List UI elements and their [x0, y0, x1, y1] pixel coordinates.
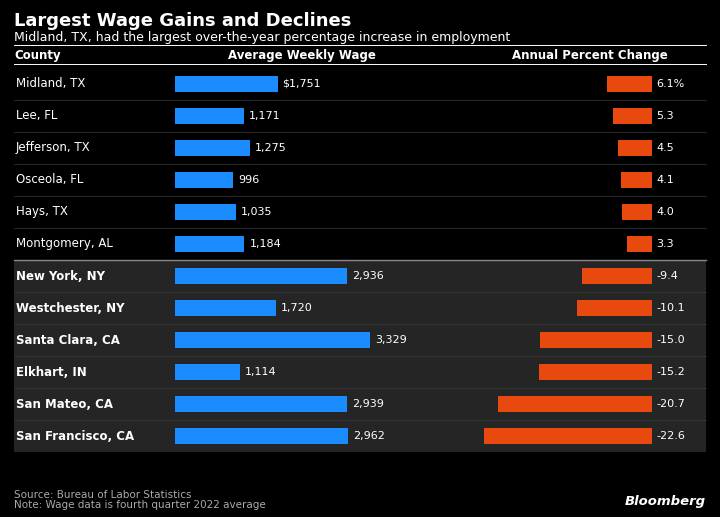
Bar: [14, 164, 706, 196]
Bar: [175, 300, 276, 316]
Text: 1,275: 1,275: [255, 143, 287, 153]
Bar: [175, 332, 370, 348]
Bar: [14, 228, 706, 260]
Bar: [175, 75, 277, 93]
Text: San Francisco, CA: San Francisco, CA: [16, 430, 134, 443]
Text: 3.3: 3.3: [656, 239, 674, 249]
Bar: [14, 292, 706, 324]
Bar: [175, 140, 250, 156]
Text: 1,720: 1,720: [281, 303, 312, 313]
Text: Santa Clara, CA: Santa Clara, CA: [16, 333, 120, 346]
Text: -20.7: -20.7: [656, 399, 685, 409]
Text: Westchester, NY: Westchester, NY: [16, 301, 125, 314]
Text: -15.0: -15.0: [656, 335, 685, 345]
Bar: [577, 300, 652, 316]
Text: $1,751: $1,751: [282, 79, 321, 89]
Bar: [484, 428, 652, 444]
Bar: [14, 196, 706, 228]
Bar: [175, 363, 240, 381]
Bar: [613, 108, 652, 124]
Text: New York, NY: New York, NY: [16, 269, 105, 282]
Text: San Mateo, CA: San Mateo, CA: [16, 398, 113, 410]
Bar: [14, 388, 706, 420]
Text: Montgomery, AL: Montgomery, AL: [16, 237, 113, 251]
Text: Jefferson, TX: Jefferson, TX: [16, 142, 91, 155]
Text: 4.5: 4.5: [656, 143, 674, 153]
Text: Largest Wage Gains and Declines: Largest Wage Gains and Declines: [14, 12, 351, 30]
Bar: [175, 204, 235, 220]
Bar: [14, 260, 706, 292]
Bar: [14, 68, 706, 100]
Text: Elkhart, IN: Elkhart, IN: [16, 366, 86, 378]
Text: Source: Bureau of Labor Statistics: Source: Bureau of Labor Statistics: [14, 490, 192, 500]
Text: 996: 996: [238, 175, 260, 185]
Text: County: County: [14, 49, 60, 62]
Text: 2,962: 2,962: [354, 431, 385, 441]
Text: 3,329: 3,329: [375, 335, 407, 345]
Text: 4.0: 4.0: [656, 207, 674, 217]
Text: Midland, TX: Midland, TX: [16, 78, 86, 90]
Text: 5.3: 5.3: [656, 111, 674, 121]
Bar: [175, 428, 348, 444]
Bar: [175, 236, 244, 252]
Bar: [618, 140, 652, 156]
Text: 1,114: 1,114: [246, 367, 277, 377]
Text: 6.1%: 6.1%: [656, 79, 684, 89]
Text: -22.6: -22.6: [656, 431, 685, 441]
Text: Hays, TX: Hays, TX: [16, 205, 68, 219]
Bar: [539, 363, 652, 381]
Text: Annual Percent Change: Annual Percent Change: [512, 49, 668, 62]
Bar: [175, 108, 243, 124]
Text: Osceola, FL: Osceola, FL: [16, 174, 84, 187]
Text: 4.1: 4.1: [656, 175, 674, 185]
Text: Midland, TX, had the largest over-the-year percentage increase in employment: Midland, TX, had the largest over-the-ye…: [14, 31, 510, 44]
Bar: [14, 132, 706, 164]
Bar: [14, 356, 706, 388]
Text: 1,035: 1,035: [240, 207, 272, 217]
Text: -15.2: -15.2: [656, 367, 685, 377]
Bar: [606, 75, 652, 93]
Text: 1,184: 1,184: [249, 239, 281, 249]
Text: Bloomberg: Bloomberg: [625, 495, 706, 509]
Bar: [175, 268, 347, 284]
Text: 1,171: 1,171: [248, 111, 280, 121]
Text: 2,939: 2,939: [352, 399, 384, 409]
Bar: [175, 172, 233, 188]
Text: -9.4: -9.4: [656, 271, 678, 281]
Bar: [582, 268, 652, 284]
Bar: [627, 236, 652, 252]
Text: Average Weekly Wage: Average Weekly Wage: [228, 49, 376, 62]
Bar: [175, 396, 347, 413]
Bar: [14, 420, 706, 452]
Bar: [622, 204, 652, 220]
Text: -10.1: -10.1: [656, 303, 685, 313]
Bar: [498, 396, 652, 413]
Bar: [14, 324, 706, 356]
Bar: [540, 332, 652, 348]
Text: Lee, FL: Lee, FL: [16, 110, 58, 123]
Bar: [621, 172, 652, 188]
Text: Note: Wage data is fourth quarter 2022 average: Note: Wage data is fourth quarter 2022 a…: [14, 500, 266, 510]
Text: 2,936: 2,936: [352, 271, 384, 281]
Bar: [14, 100, 706, 132]
